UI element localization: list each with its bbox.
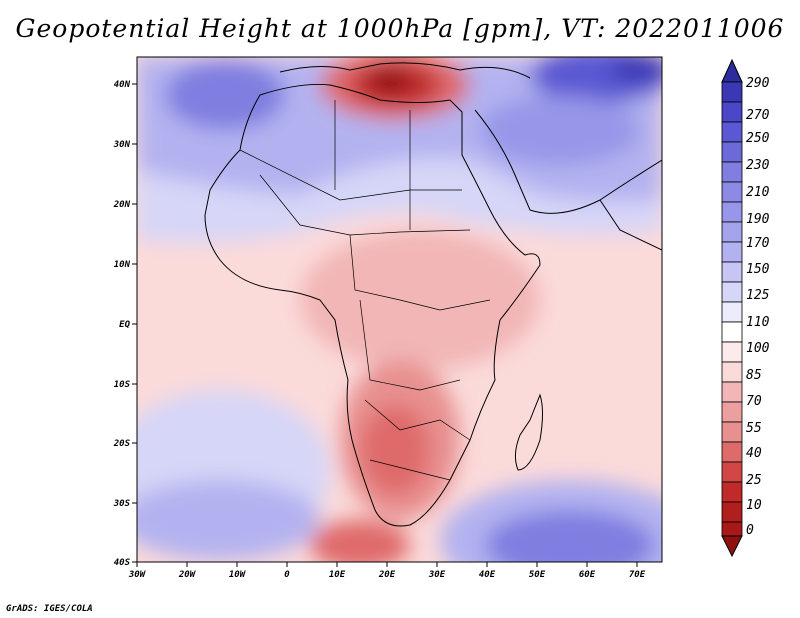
lat-label-30n: 30N (113, 140, 131, 150)
colorbar-swatch (721, 321, 743, 343)
lat-label-20n: 20N (113, 200, 131, 210)
colorbar-swatch (721, 461, 743, 483)
lon-label-70e: 70E (629, 570, 646, 580)
colorbar-swatch (721, 401, 743, 423)
colorbar-label: 25 (746, 473, 762, 488)
lon-label-30e: 30E (428, 570, 446, 580)
colorbar-label: 190 (746, 212, 770, 227)
colorbar-swatch (721, 341, 743, 363)
colorbar: 290 270 250 230 210 190 170 150 125 110 … (721, 58, 770, 558)
colorbar-swatch (721, 181, 743, 203)
colorbar-swatch (721, 421, 743, 443)
colorbar-swatch (721, 121, 743, 143)
colorbar-swatch (721, 221, 743, 243)
lat-label-40s: 40S (114, 558, 131, 568)
lon-label-20w: 20W (178, 570, 197, 580)
lon-label-10e: 10E (329, 570, 346, 580)
colorbar-swatch (721, 101, 743, 123)
lat-label-10s: 10S (114, 380, 131, 390)
lon-label-40e: 40E (479, 570, 496, 580)
lat-label-10n: 10N (114, 260, 131, 270)
colorbar-label: 125 (746, 288, 770, 303)
colorbar-swatch (721, 241, 743, 263)
lat-label-30s: 30S (113, 499, 131, 509)
colorbar-label: 110 (746, 315, 770, 330)
map-frame (136, 56, 663, 563)
colorbar-swatch (721, 161, 743, 183)
colorbar-swatch (721, 521, 743, 537)
lat-label-20s: 20S (113, 439, 131, 449)
colorbar-label: 270 (746, 108, 770, 123)
colorbar-label: 40 (746, 446, 762, 461)
colorbar-swatch (721, 261, 743, 283)
colorbar-label: 150 (746, 262, 770, 277)
colorbar-label: 250 (746, 131, 770, 146)
country-borders (239, 100, 491, 481)
colorbar-label: 170 (746, 236, 770, 251)
colorbar-label: 70 (746, 394, 762, 409)
colorbar-label: 10 (746, 498, 762, 513)
colorbar-label: 85 (746, 368, 762, 383)
map-title: Geopotential Height at 1000hPa [gpm], VT… (15, 14, 785, 43)
lon-label-10w: 10W (229, 570, 247, 580)
colorbar-top-arrow (721, 58, 743, 83)
lat-label-eq: EQ (119, 320, 130, 330)
lon-label-50e: 50E (529, 570, 546, 580)
lon-label-60e: 60E (579, 570, 596, 580)
colorbar-label: 55 (746, 421, 762, 436)
colorbar-swatch (721, 141, 743, 163)
colorbar-swatch (721, 361, 743, 383)
colorbar-swatch (721, 381, 743, 403)
colorbar-label: 100 (746, 341, 770, 356)
lon-label-0: 0 (284, 570, 290, 580)
colorbar-swatch (721, 81, 743, 103)
lat-label-40n: 40N (114, 80, 131, 90)
latitude-axis: 40N 30N 20N 10N EQ 10S 20S 30S 40S (113, 80, 137, 568)
colorbar-swatch (721, 441, 743, 463)
colorbar-swatch (721, 301, 743, 323)
lon-label-30w: 30W (128, 570, 147, 580)
colorbar-label: 210 (746, 185, 770, 200)
colorbar-label: 290 (746, 76, 770, 91)
colorbar-swatch (721, 281, 743, 303)
colorbar-label: 230 (746, 158, 770, 173)
colorbar-swatch (721, 481, 743, 503)
coastlines (204, 62, 662, 527)
geopotential-field (137, 57, 662, 562)
longitude-axis: 30W 20W 10W 0 10E 20E 30E 40E 50E 60E 70… (128, 562, 646, 580)
colorbar-bottom-arrow (721, 535, 743, 558)
colorbar-swatch (721, 501, 743, 523)
lon-label-20e: 20E (378, 570, 396, 580)
colorbar-label: 0 (746, 523, 754, 538)
footer-credit: GrADS: IGES/COLA (6, 604, 93, 614)
colorbar-swatch (721, 201, 743, 223)
